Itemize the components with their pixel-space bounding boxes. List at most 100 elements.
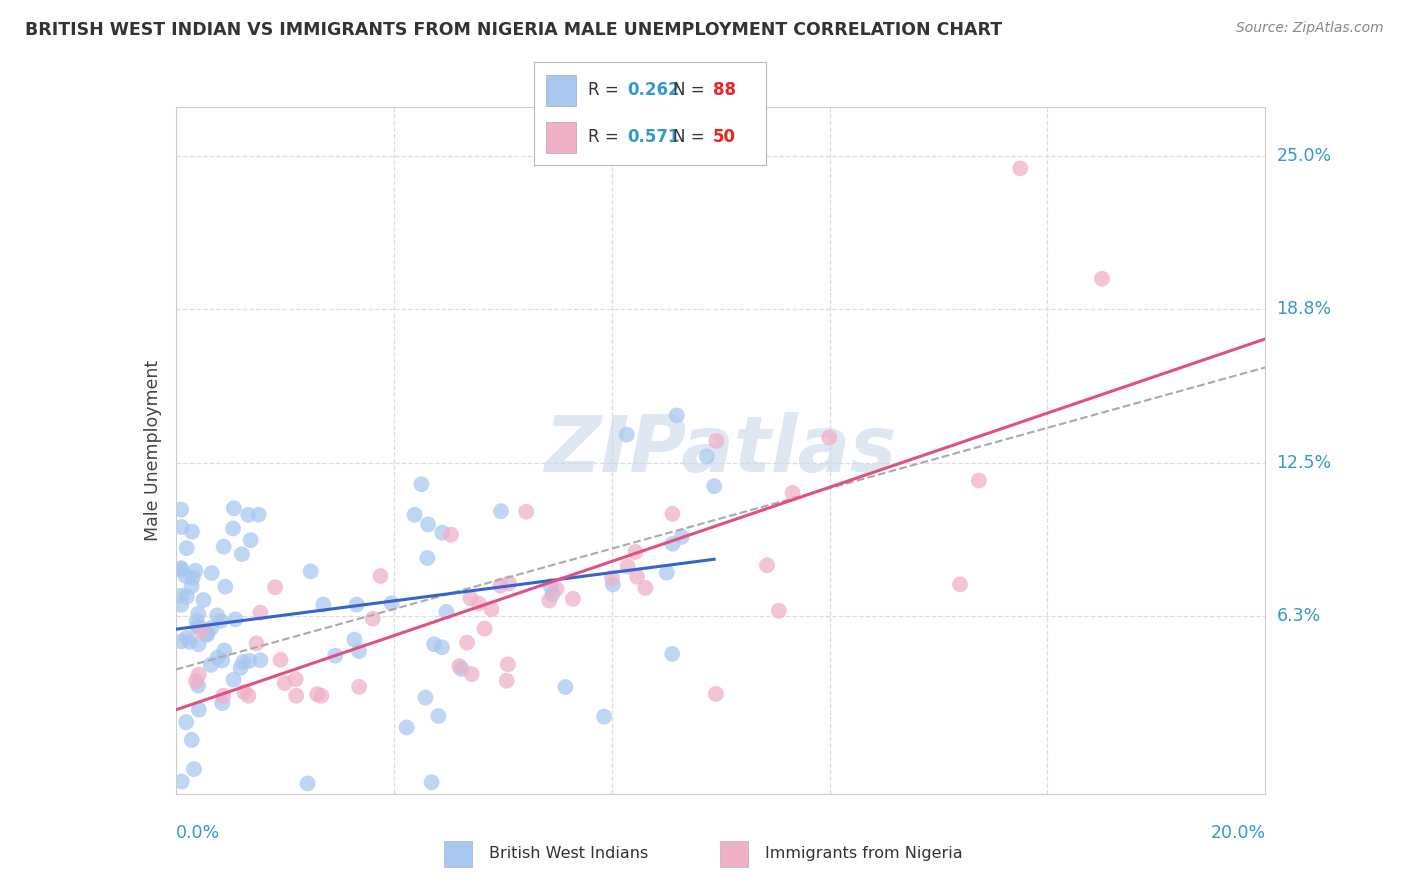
Text: N =: N = — [673, 128, 710, 146]
Point — [602, 577, 624, 591]
Point — [416, 551, 439, 566]
Point — [214, 643, 236, 657]
Point — [181, 524, 204, 539]
Point — [187, 607, 209, 621]
Point — [186, 620, 208, 634]
Point — [211, 696, 233, 710]
Point — [1091, 271, 1114, 285]
Point — [184, 674, 207, 689]
Point — [184, 564, 207, 578]
Point — [496, 657, 519, 672]
Point — [187, 667, 209, 681]
Point — [231, 547, 253, 561]
Point — [170, 589, 193, 603]
Point — [600, 571, 623, 585]
Point — [498, 576, 520, 591]
Bar — [444, 840, 472, 867]
Text: 0.571: 0.571 — [627, 128, 679, 146]
Point — [418, 517, 440, 532]
Point — [299, 565, 322, 579]
Point — [174, 568, 197, 582]
Point — [546, 582, 568, 596]
Point — [212, 540, 235, 554]
Point — [346, 598, 368, 612]
Point — [180, 579, 202, 593]
Point — [285, 689, 308, 703]
Point — [665, 409, 688, 423]
Point — [174, 715, 197, 730]
Point — [949, 577, 972, 591]
Point — [187, 679, 209, 693]
Point — [704, 687, 727, 701]
Point — [768, 604, 790, 618]
Point — [264, 580, 287, 594]
Point — [209, 614, 232, 628]
Point — [661, 537, 683, 551]
Point — [423, 637, 446, 651]
Point — [205, 608, 228, 623]
Point — [212, 689, 235, 703]
Point — [238, 508, 260, 522]
Point — [222, 521, 245, 535]
Point — [195, 626, 218, 640]
Text: 18.8%: 18.8% — [1277, 301, 1331, 318]
Point — [201, 566, 224, 580]
Point — [495, 673, 517, 688]
Point — [245, 636, 267, 650]
Point — [170, 502, 193, 516]
Point — [239, 533, 262, 548]
Point — [967, 474, 990, 488]
Point — [561, 591, 583, 606]
Point — [176, 631, 198, 645]
Point — [181, 570, 204, 584]
Point — [434, 605, 457, 619]
Point — [176, 590, 198, 604]
Y-axis label: Male Unemployment: Male Unemployment — [143, 359, 162, 541]
Point — [703, 479, 725, 493]
Point — [1010, 161, 1032, 176]
Point — [404, 508, 426, 522]
Text: Immigrants from Nigeria: Immigrants from Nigeria — [765, 847, 963, 861]
Point — [380, 596, 402, 610]
Point — [247, 508, 270, 522]
Point — [207, 650, 229, 665]
Point — [183, 762, 205, 776]
Point — [489, 579, 512, 593]
Point — [238, 689, 260, 703]
Point — [756, 558, 779, 573]
Text: 0.262: 0.262 — [627, 81, 679, 99]
Point — [284, 672, 307, 686]
Point — [229, 661, 252, 675]
Point — [211, 653, 233, 667]
Point — [187, 703, 209, 717]
Point — [307, 687, 329, 701]
Point — [190, 624, 212, 638]
Point — [170, 563, 193, 577]
Point — [515, 505, 537, 519]
Point — [541, 587, 564, 601]
Point — [187, 637, 209, 651]
Point — [200, 657, 222, 672]
Text: Source: ZipAtlas.com: Source: ZipAtlas.com — [1236, 21, 1384, 36]
Point — [481, 602, 503, 616]
Text: 0.0%: 0.0% — [176, 824, 219, 842]
Point — [297, 776, 319, 790]
Text: 25.0%: 25.0% — [1277, 147, 1331, 165]
Point — [474, 622, 496, 636]
Text: R =: R = — [588, 128, 624, 146]
Point — [420, 775, 443, 789]
Bar — [720, 840, 748, 867]
Point — [323, 648, 346, 663]
Bar — [546, 75, 576, 105]
Text: BRITISH WEST INDIAN VS IMMIGRANTS FROM NIGERIA MALE UNEMPLOYMENT CORRELATION CHA: BRITISH WEST INDIAN VS IMMIGRANTS FROM N… — [25, 21, 1002, 39]
Point — [170, 520, 193, 534]
Point — [170, 561, 193, 575]
Point — [430, 640, 453, 655]
Point — [616, 427, 638, 442]
Point — [634, 581, 657, 595]
Point — [415, 690, 437, 705]
Text: R =: R = — [588, 81, 624, 99]
Point — [186, 614, 208, 628]
Point — [624, 545, 647, 559]
Point — [347, 680, 370, 694]
